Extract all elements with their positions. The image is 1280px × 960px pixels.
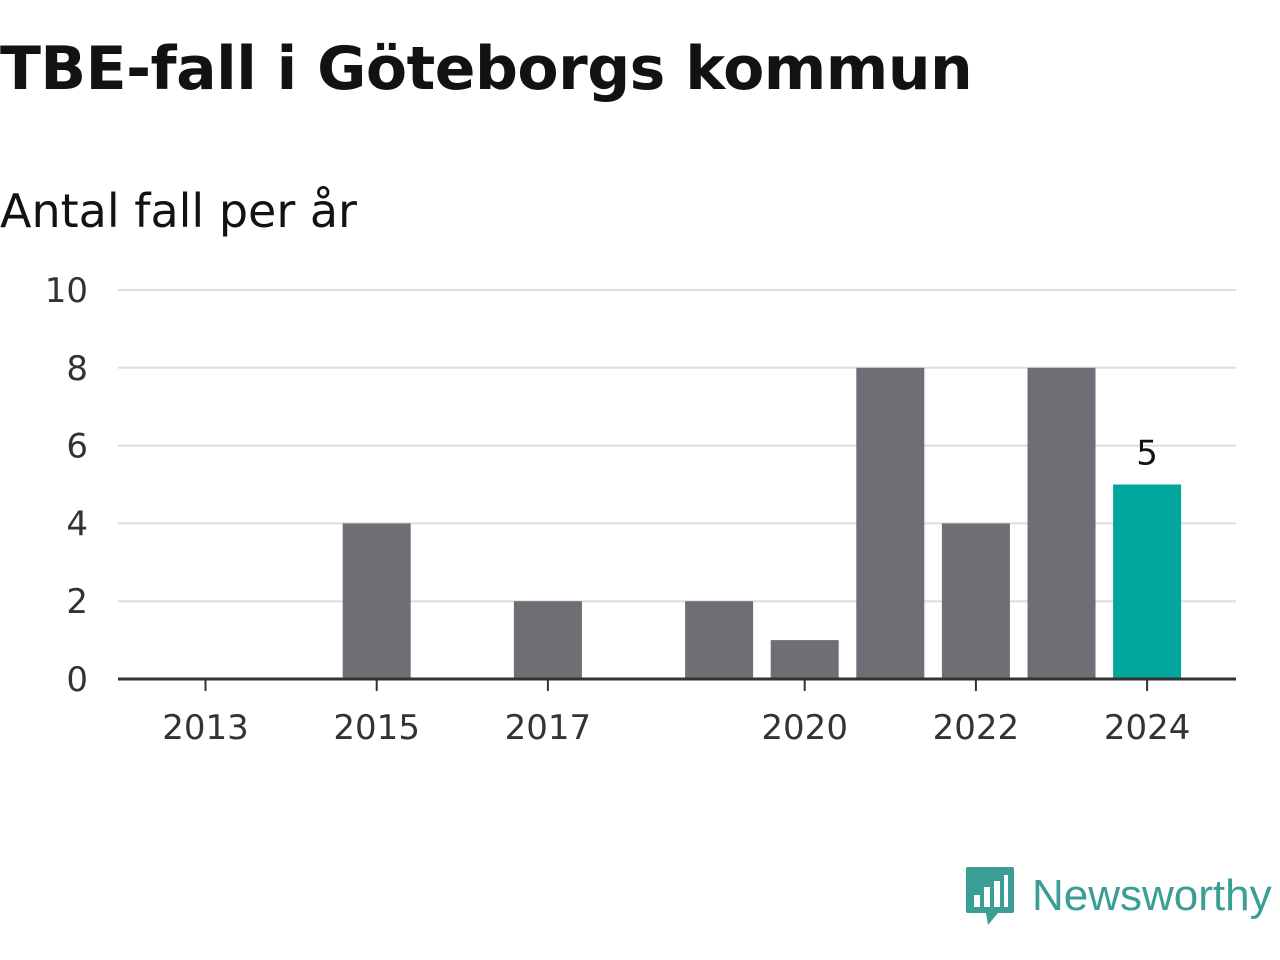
y-tick-label: 4 xyxy=(66,504,88,544)
y-tick-label: 0 xyxy=(66,660,88,700)
data-label: 5 xyxy=(1136,434,1158,474)
x-tick-label: 2017 xyxy=(505,708,592,748)
bar xyxy=(685,601,754,679)
newsworthy-logo: Newsworthy xyxy=(964,864,1272,928)
chart-title: TBE-fall i Göteborgs kommun xyxy=(0,34,973,104)
y-tick-label: 2 xyxy=(66,582,88,622)
x-tick-label: 2022 xyxy=(933,708,1020,748)
chart-subtitle: Antal fall per år xyxy=(0,184,357,238)
y-tick-label: 6 xyxy=(66,427,88,467)
bar xyxy=(513,601,582,679)
brand-name: Newsworthy xyxy=(1032,871,1272,920)
bar xyxy=(1113,484,1182,679)
axes xyxy=(118,677,1236,691)
y-tick-label: 10 xyxy=(45,271,88,311)
x-tick-label: 2015 xyxy=(333,708,420,748)
bar xyxy=(1027,367,1096,679)
bar xyxy=(856,367,925,679)
bar xyxy=(941,523,1010,679)
x-tick-label: 2020 xyxy=(761,708,848,748)
y-tick-label: 8 xyxy=(66,349,88,389)
bars xyxy=(342,367,1182,679)
x-tick-label: 2024 xyxy=(1104,708,1191,748)
labels: 0 2 4 6 8 10 5 2013 2015 2017 2020 2022 2024 xyxy=(45,271,1191,748)
x-tick-label: 2013 xyxy=(162,708,249,748)
bar xyxy=(342,523,411,679)
bar-chart-speech-bubble-icon xyxy=(966,867,1014,925)
bar xyxy=(770,640,839,679)
